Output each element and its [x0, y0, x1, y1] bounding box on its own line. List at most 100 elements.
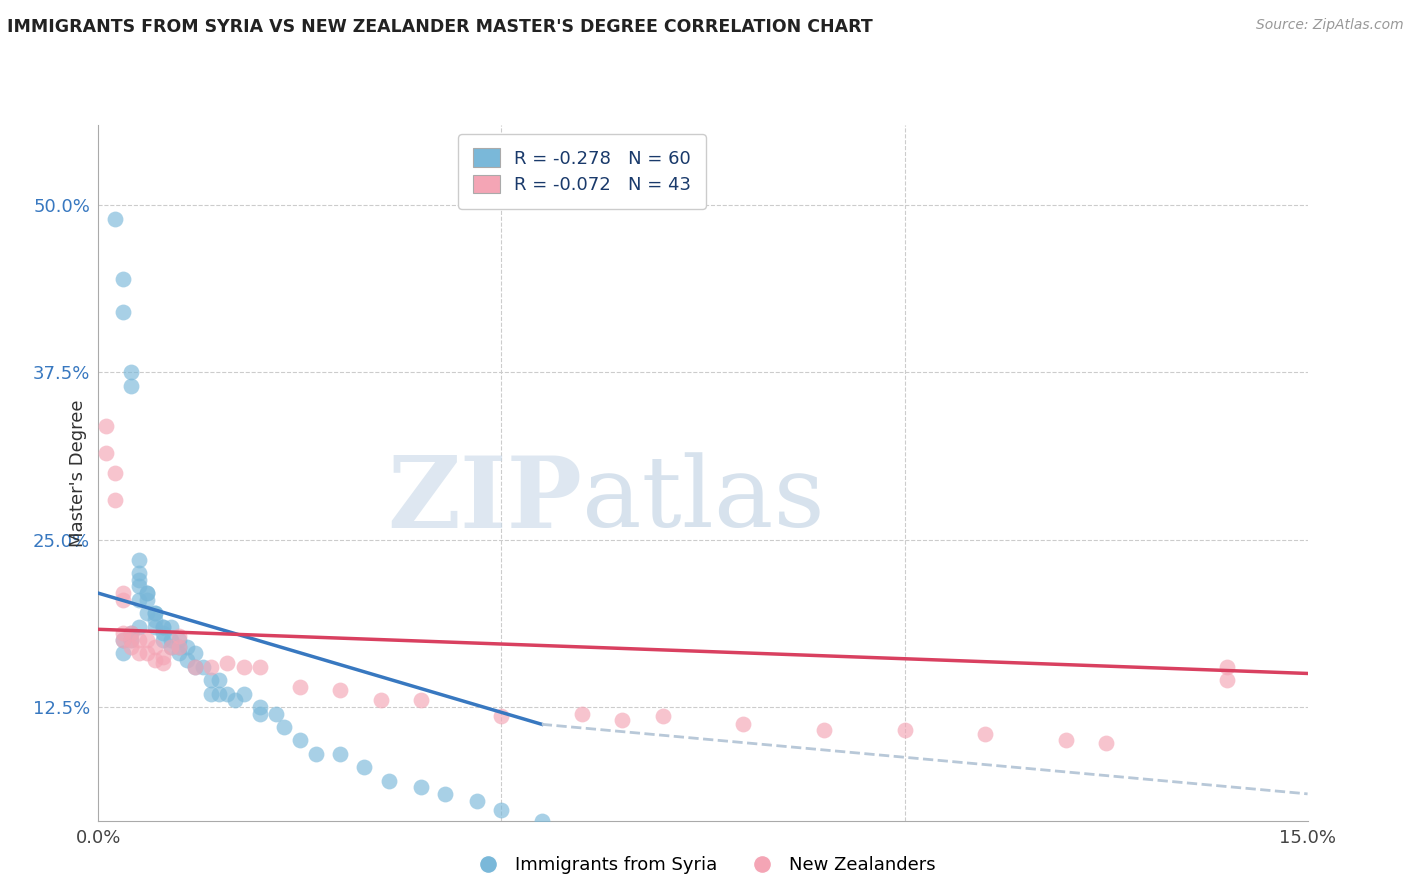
Point: [200, 673, 222, 688]
Point: [612, 714, 634, 728]
Point: [120, 626, 142, 640]
Point: [167, 640, 190, 654]
Point: [152, 620, 174, 634]
Point: [651, 709, 673, 723]
Point: [143, 640, 166, 654]
Point: [152, 650, 174, 665]
Point: [120, 633, 142, 648]
Point: [111, 305, 134, 319]
Point: [288, 733, 311, 747]
Point: [571, 706, 593, 721]
Point: [96, 446, 118, 460]
Point: [128, 552, 150, 567]
Point: [377, 773, 399, 788]
Point: [152, 656, 174, 670]
Point: [143, 620, 166, 634]
Point: [184, 646, 207, 660]
Point: [184, 660, 207, 674]
Point: [143, 607, 166, 621]
Point: [1216, 660, 1239, 674]
Point: [200, 660, 222, 674]
Point: [264, 706, 287, 721]
Point: [103, 466, 125, 480]
Point: [128, 592, 150, 607]
Point: [111, 272, 134, 286]
Point: [224, 693, 246, 707]
Point: [1095, 736, 1118, 750]
Point: [409, 780, 432, 795]
Point: [491, 803, 513, 817]
Point: [111, 633, 134, 648]
Point: [465, 794, 488, 808]
Point: [167, 629, 190, 643]
Point: [370, 693, 392, 707]
Point: [128, 573, 150, 587]
Point: [135, 586, 157, 600]
Point: [491, 709, 513, 723]
Point: [167, 640, 190, 654]
Point: [111, 586, 134, 600]
Point: [120, 366, 142, 380]
Point: [135, 586, 157, 600]
Point: [329, 682, 352, 697]
Y-axis label: Master's Degree: Master's Degree: [69, 399, 87, 547]
Point: [813, 723, 835, 737]
Point: [135, 592, 157, 607]
Point: [120, 640, 142, 654]
Point: [974, 726, 997, 740]
Point: [135, 646, 157, 660]
Point: [217, 656, 239, 670]
Point: [111, 633, 134, 648]
Point: [120, 633, 142, 648]
Point: [135, 633, 157, 648]
Point: [152, 633, 174, 648]
Point: [1216, 673, 1239, 688]
Point: [160, 633, 183, 648]
Point: [120, 379, 142, 393]
Point: [103, 492, 125, 507]
Point: [1054, 733, 1077, 747]
Point: [288, 680, 311, 694]
Point: [273, 720, 295, 734]
Point: [103, 211, 125, 226]
Point: [152, 620, 174, 634]
Text: ZIP: ZIP: [387, 452, 582, 549]
Point: [143, 653, 166, 667]
Point: [111, 646, 134, 660]
Point: [160, 640, 183, 654]
Point: [208, 687, 231, 701]
Point: [128, 566, 150, 581]
Point: [128, 620, 150, 634]
Point: [249, 706, 271, 721]
Text: IMMIGRANTS FROM SYRIA VS NEW ZEALANDER MASTER'S DEGREE CORRELATION CHART: IMMIGRANTS FROM SYRIA VS NEW ZEALANDER M…: [7, 18, 873, 36]
Point: [249, 660, 271, 674]
Point: [305, 747, 328, 761]
Point: [733, 717, 755, 731]
Point: [111, 592, 134, 607]
Point: [232, 687, 254, 701]
Point: [128, 633, 150, 648]
Point: [217, 687, 239, 701]
Text: atlas: atlas: [582, 453, 825, 549]
Point: [96, 419, 118, 434]
Point: [200, 687, 222, 701]
Point: [143, 613, 166, 627]
Text: Source: ZipAtlas.com: Source: ZipAtlas.com: [1256, 18, 1403, 32]
Point: [555, 824, 578, 838]
Point: [232, 660, 254, 674]
Point: [120, 626, 142, 640]
Point: [143, 607, 166, 621]
Point: [167, 633, 190, 648]
Point: [893, 723, 915, 737]
Point: [434, 787, 457, 801]
Point: [184, 660, 207, 674]
Point: [329, 747, 352, 761]
Point: [167, 646, 190, 660]
Point: [111, 626, 134, 640]
Point: [208, 673, 231, 688]
Point: [135, 607, 157, 621]
Point: [152, 626, 174, 640]
Point: [193, 660, 215, 674]
Legend: Immigrants from Syria, New Zealanders: Immigrants from Syria, New Zealanders: [463, 849, 943, 881]
Point: [353, 760, 375, 774]
